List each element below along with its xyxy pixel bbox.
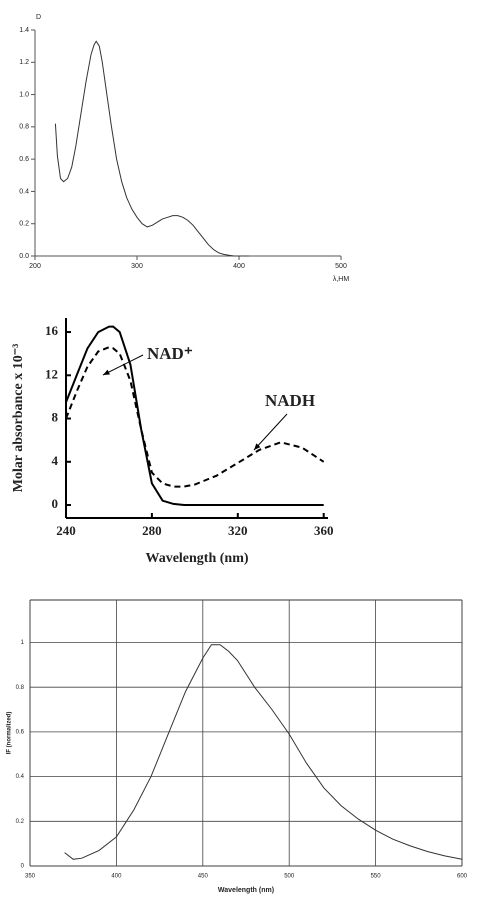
- data-line: [54, 40, 250, 257]
- y-tick-label: 1.2: [19, 59, 29, 66]
- x-tick-label: 400: [111, 874, 122, 880]
- x-tick-label: 500: [335, 263, 347, 270]
- x-axis-label: λ,HM: [333, 276, 350, 283]
- y-tick-label: 1: [21, 640, 25, 646]
- x-tick-label: 600: [457, 874, 468, 880]
- x-tick-label: 550: [371, 874, 382, 880]
- y-tick-label: 0.6: [16, 729, 25, 735]
- x-tick-label: 240: [56, 523, 76, 538]
- y-tick-label: 0.8: [19, 124, 29, 131]
- arrow: [102, 354, 144, 376]
- y-axis-label: D: [36, 14, 41, 21]
- x-tick-label: 360: [314, 523, 334, 538]
- x-tick-label: 320: [228, 523, 248, 538]
- y-tick-label: 0.0: [19, 253, 29, 260]
- y-tick-label: 8: [52, 410, 59, 425]
- y-tick-label: 0.4: [16, 774, 25, 780]
- x-tick-label: 400: [233, 263, 245, 270]
- y-tick-label: 1.0: [19, 91, 29, 98]
- y-tick-label: 0.4: [19, 188, 29, 195]
- series-label: NADH: [265, 391, 315, 410]
- x-tick-label: 200: [29, 263, 41, 270]
- data-line: [65, 325, 324, 506]
- y-tick-label: 0.6: [19, 156, 29, 163]
- y-tick-label: 0: [52, 496, 59, 511]
- arrow-head: [103, 369, 110, 375]
- y-tick-label: 0.2: [16, 819, 25, 825]
- y-tick-label: 0: [21, 864, 25, 870]
- arrow: [253, 413, 288, 451]
- y-tick-label: 0.8: [16, 685, 25, 691]
- x-axis-label: Wavelength (nm): [145, 551, 248, 566]
- x-tick-label: 500: [284, 874, 295, 880]
- x-tick-label: 450: [198, 874, 209, 880]
- y-tick-label: 16: [45, 323, 59, 338]
- arrow-head: [254, 443, 261, 450]
- y-tick-label: 12: [45, 366, 58, 381]
- x-tick-label: 350: [25, 874, 36, 880]
- x-tick-label: 300: [131, 263, 143, 270]
- y-tick-label: 1.4: [19, 27, 29, 34]
- data-line: [64, 644, 463, 860]
- y-tick-label: 0.2: [19, 221, 29, 228]
- y-axis-label: IF (normalized): [7, 712, 13, 755]
- y-axis-label: Molar absorbance x 10⁻³: [11, 344, 26, 493]
- x-axis-label: Wavelength (nm): [218, 887, 274, 894]
- x-tick-label: 280: [142, 523, 162, 538]
- y-tick-label: 4: [52, 453, 59, 468]
- data-line: [65, 346, 325, 488]
- series-label: NAD⁺: [147, 344, 193, 363]
